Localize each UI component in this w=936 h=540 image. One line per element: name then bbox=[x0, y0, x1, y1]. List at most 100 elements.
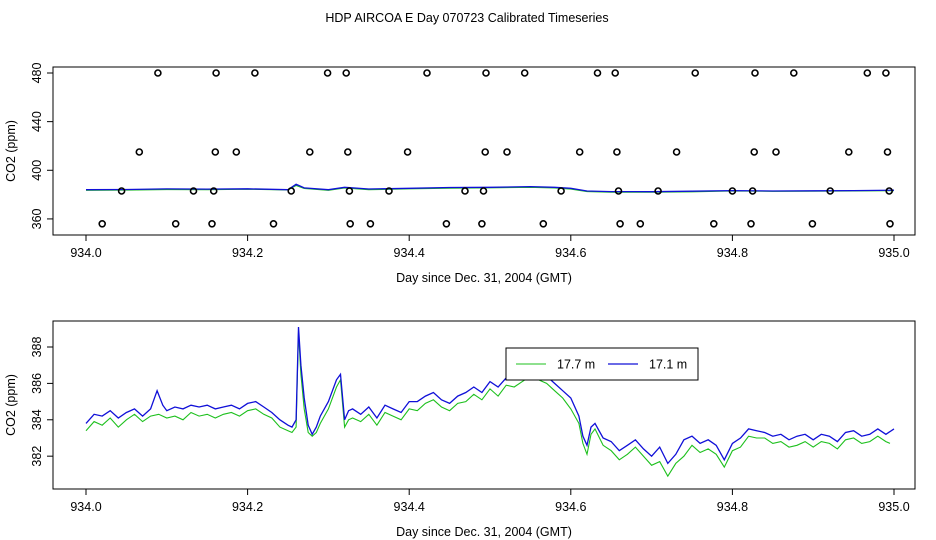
y-axis: 360 400 440 480 bbox=[30, 63, 54, 229]
data-point bbox=[208, 220, 216, 228]
data-point bbox=[442, 220, 451, 228]
y-tick-label: 388 bbox=[30, 337, 44, 358]
data-point bbox=[479, 187, 488, 195]
data-point bbox=[287, 187, 296, 195]
data-point bbox=[613, 148, 621, 156]
series-line-1 bbox=[85, 183, 895, 193]
points-layer bbox=[98, 69, 894, 228]
data-point bbox=[611, 69, 620, 77]
x-tick-label: 934.6 bbox=[555, 246, 586, 260]
y-tick-label: 400 bbox=[30, 160, 44, 181]
data-point bbox=[844, 148, 853, 156]
data-point bbox=[269, 220, 278, 228]
data-point bbox=[346, 220, 355, 228]
y-axis: 382 384 386 388 bbox=[30, 337, 54, 467]
data-point bbox=[117, 187, 126, 195]
series-line-17-1-m bbox=[85, 326, 895, 465]
legend-label-17-7m: 17.7 m bbox=[557, 358, 595, 372]
x-tick-label: 934.8 bbox=[717, 500, 748, 514]
data-point bbox=[691, 69, 700, 77]
x-tick-label: 934.2 bbox=[232, 500, 263, 514]
data-point bbox=[305, 148, 314, 156]
data-point bbox=[366, 220, 375, 228]
data-point bbox=[672, 148, 681, 156]
data-point bbox=[863, 69, 872, 77]
data-point bbox=[189, 187, 198, 195]
data-point bbox=[826, 187, 835, 195]
data-point bbox=[345, 187, 354, 195]
data-point bbox=[423, 69, 431, 77]
figure-title: HDP AIRCOA E Day 070723 Calibrated Times… bbox=[325, 11, 608, 25]
data-point bbox=[808, 220, 817, 228]
data-point bbox=[747, 220, 755, 228]
plot-frame bbox=[52, 66, 916, 236]
data-point bbox=[343, 148, 352, 156]
data-point bbox=[882, 69, 890, 77]
legend-label-17-1m: 17.1 m bbox=[649, 358, 687, 372]
x-tick-label: 934.4 bbox=[394, 500, 425, 514]
y-tick-label: 360 bbox=[30, 208, 44, 229]
y-tick-label: 440 bbox=[30, 111, 44, 132]
scatter-panel: 934.0 934.2 934.4 934.6 934.8 935.0 360 400 440… bbox=[4, 63, 916, 285]
data-point bbox=[750, 148, 759, 156]
x-tick-label: 935.0 bbox=[878, 500, 909, 514]
x-axis: 934.0 934.2 934.4 934.6 934.8 935.0 bbox=[70, 488, 910, 514]
data-point bbox=[209, 187, 218, 195]
data-point bbox=[461, 187, 469, 195]
data-point bbox=[883, 148, 892, 156]
data-point bbox=[212, 69, 220, 77]
x-tick-label: 934.0 bbox=[70, 500, 101, 514]
data-point bbox=[748, 187, 757, 195]
data-point bbox=[98, 220, 106, 228]
data-point bbox=[482, 69, 490, 77]
data-point bbox=[728, 187, 737, 195]
x-tick-label: 935.0 bbox=[878, 246, 909, 260]
series-line-17-7-m bbox=[85, 332, 891, 478]
data-point bbox=[520, 69, 529, 77]
data-point bbox=[575, 148, 584, 156]
plot-frame bbox=[52, 320, 916, 490]
legend: 17.7 m 17.1 m bbox=[505, 347, 699, 381]
timeseries-panel: 934.0 934.2 934.4 934.6 934.8 935.0 382 384 386… bbox=[4, 320, 916, 539]
data-point bbox=[342, 69, 351, 77]
data-point bbox=[654, 187, 662, 195]
series-layer bbox=[85, 183, 895, 193]
data-point bbox=[789, 69, 798, 77]
data-point bbox=[403, 148, 412, 156]
data-point bbox=[171, 220, 180, 228]
y-axis-label: CO2 (ppm) bbox=[4, 120, 18, 182]
y-tick-label: 386 bbox=[30, 373, 44, 394]
y-axis-label: CO2 (ppm) bbox=[4, 374, 18, 436]
x-tick-label: 934.0 bbox=[70, 246, 101, 260]
data-point bbox=[885, 187, 894, 195]
data-point bbox=[481, 148, 490, 156]
series-layer bbox=[85, 326, 895, 478]
data-point bbox=[709, 220, 718, 228]
data-point bbox=[232, 148, 241, 156]
data-point bbox=[135, 148, 144, 156]
data-point bbox=[616, 220, 624, 228]
data-point bbox=[251, 69, 259, 77]
x-axis-label: Day since Dec. 31, 2004 (GMT) bbox=[396, 271, 572, 285]
data-point bbox=[323, 69, 332, 77]
x-axis-label: Day since Dec. 31, 2004 (GMT) bbox=[396, 525, 572, 539]
data-point bbox=[154, 69, 162, 77]
x-tick-label: 934.4 bbox=[394, 246, 425, 260]
data-point bbox=[636, 220, 645, 228]
data-point bbox=[751, 69, 759, 77]
x-tick-label: 934.2 bbox=[232, 246, 263, 260]
y-tick-label: 480 bbox=[30, 63, 44, 84]
data-point bbox=[557, 187, 565, 195]
data-point bbox=[614, 187, 623, 195]
x-tick-label: 934.6 bbox=[555, 500, 586, 514]
y-tick-label: 382 bbox=[30, 446, 44, 467]
x-axis: 934.0 934.2 934.4 934.6 934.8 935.0 bbox=[70, 234, 910, 260]
data-point bbox=[385, 187, 393, 195]
data-point bbox=[539, 220, 548, 228]
y-tick-label: 384 bbox=[30, 409, 44, 430]
data-point bbox=[478, 220, 486, 228]
data-point bbox=[503, 148, 511, 156]
x-tick-label: 934.8 bbox=[717, 246, 748, 260]
data-point bbox=[772, 148, 780, 156]
